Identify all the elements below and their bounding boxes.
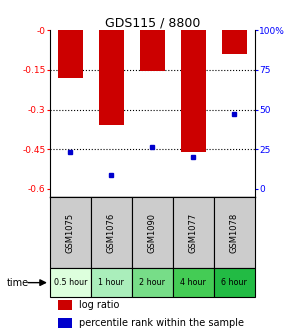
- Bar: [50, 197, 91, 268]
- Bar: [91, 268, 132, 297]
- Text: percentile rank within the sample: percentile rank within the sample: [79, 318, 243, 328]
- Text: GSM1078: GSM1078: [230, 212, 239, 253]
- Bar: [50, 268, 91, 297]
- Bar: [173, 197, 214, 268]
- Bar: [140, 30, 165, 71]
- Bar: [99, 30, 124, 125]
- Text: 2 hour: 2 hour: [139, 278, 165, 287]
- Text: 0.5 hour: 0.5 hour: [54, 278, 87, 287]
- Text: GSM1075: GSM1075: [66, 213, 75, 253]
- Bar: [173, 268, 214, 297]
- Text: GSM1077: GSM1077: [189, 212, 198, 253]
- Bar: [58, 300, 72, 310]
- Bar: [132, 197, 173, 268]
- Bar: [214, 197, 255, 268]
- Bar: [132, 268, 173, 297]
- Text: GSM1090: GSM1090: [148, 213, 157, 253]
- Text: time: time: [7, 278, 29, 288]
- Bar: [58, 318, 72, 328]
- Text: 4 hour: 4 hour: [180, 278, 206, 287]
- Text: GSM1076: GSM1076: [107, 212, 116, 253]
- Title: GDS115 / 8800: GDS115 / 8800: [105, 16, 200, 29]
- Bar: [214, 268, 255, 297]
- Bar: [222, 30, 247, 54]
- Bar: [58, 30, 83, 78]
- Text: log ratio: log ratio: [79, 300, 119, 310]
- Bar: [181, 30, 206, 152]
- Text: 6 hour: 6 hour: [222, 278, 247, 287]
- Text: 1 hour: 1 hour: [98, 278, 124, 287]
- Bar: [91, 197, 132, 268]
